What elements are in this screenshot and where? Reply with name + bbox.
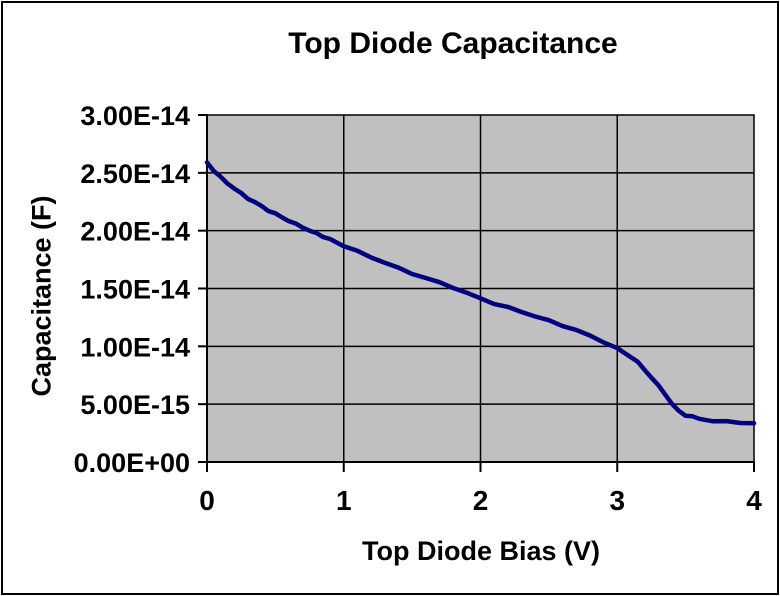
x-tick-label: 4	[746, 485, 762, 516]
x-tick-label: 3	[609, 485, 625, 516]
y-tick-label: 1.50E-14	[80, 275, 190, 305]
x-axis-title: Top Diode Bias (V)	[361, 536, 601, 566]
y-axis-title: Capacitance (F)	[26, 195, 57, 397]
x-tick-label: 1	[336, 485, 352, 516]
y-tick-label: 2.50E-14	[80, 159, 190, 189]
data-series-line	[204, 160, 757, 426]
y-tick-label: 0.00E+00	[74, 448, 190, 478]
y-tick-label: 1.00E-14	[80, 332, 190, 362]
x-tick-label: 0	[199, 485, 215, 516]
y-tick-label: 5.00E-15	[80, 390, 190, 420]
y-tick-label: 2.00E-14	[80, 217, 190, 247]
chart-title: Top Diode Capacitance	[288, 27, 618, 60]
y-tick-label: 3.00E-14	[80, 101, 190, 131]
x-tick-label: 2	[473, 485, 489, 516]
